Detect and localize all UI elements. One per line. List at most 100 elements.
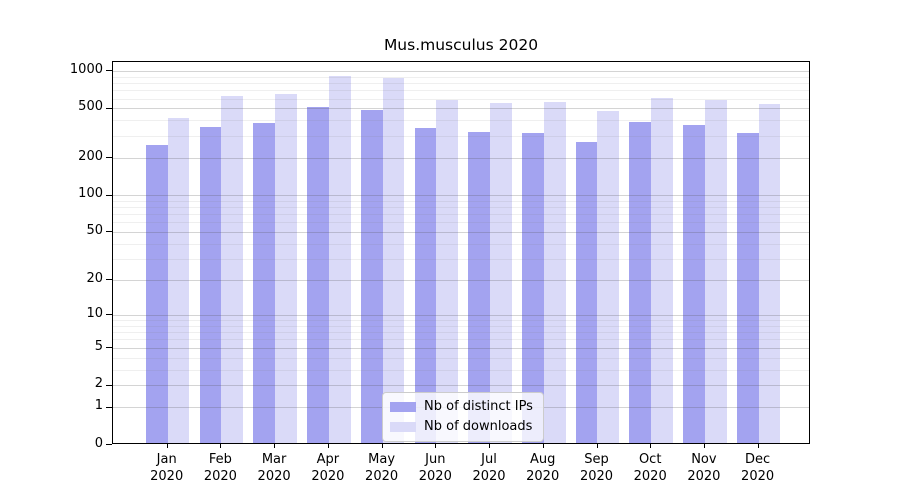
x-tick-label-sep: Sep 2020 bbox=[579, 452, 614, 484]
x-tick-mark-jan bbox=[166, 444, 168, 448]
x-tick-mark-sep bbox=[596, 444, 598, 448]
gridline-major-20 bbox=[113, 279, 809, 281]
x-tick-mark-oct bbox=[650, 444, 652, 448]
y-tick-label-1: 1 bbox=[94, 398, 103, 413]
gridline-minor-90 bbox=[113, 200, 809, 202]
bar-distinct-ips-apr bbox=[307, 106, 329, 443]
gridline-minor-60 bbox=[113, 222, 809, 224]
legend-label-distinct-ips: Nb of distinct IPs bbox=[424, 399, 533, 414]
gridline-minor-900 bbox=[113, 76, 809, 78]
x-tick-label-nov: Nov 2020 bbox=[687, 452, 721, 484]
bar-distinct-ips-sep bbox=[575, 142, 598, 443]
gridline-major-500 bbox=[113, 108, 809, 110]
y-tick-label-50: 50 bbox=[86, 222, 103, 238]
legend-item-distinct-ips: Nb of distinct IPs bbox=[390, 399, 533, 414]
gridline-minor-6 bbox=[113, 339, 809, 341]
y-tick-mark-10 bbox=[106, 314, 112, 316]
legend-item-downloads: Nb of downloads bbox=[390, 419, 533, 434]
bar-downloads-oct bbox=[651, 97, 673, 443]
legend: Nb of distinct IPs Nb of downloads bbox=[382, 392, 544, 442]
gridline-minor-80 bbox=[113, 206, 809, 208]
bar-distinct-ips-may bbox=[360, 109, 383, 443]
gridline-minor-700 bbox=[113, 90, 809, 92]
bar-distinct-ips-dec bbox=[736, 132, 759, 443]
bar-downloads-aug bbox=[543, 102, 566, 443]
gridline-minor-30 bbox=[113, 258, 809, 260]
gridline-major-5 bbox=[113, 347, 809, 349]
x-tick-label-jun: Jun 2020 bbox=[418, 452, 452, 484]
x-tick-label-may: May 2020 bbox=[365, 452, 399, 484]
bar-distinct-ips-jul bbox=[468, 131, 491, 443]
bar-downloads-jun bbox=[436, 99, 459, 443]
legend-swatch-distinct-ips bbox=[390, 401, 416, 412]
x-tick-label-jul: Jul 2020 bbox=[472, 452, 506, 484]
bar-downloads-nov bbox=[704, 100, 727, 443]
y-tick-label-0: 0 bbox=[94, 435, 103, 451]
gridline-minor-40 bbox=[113, 243, 809, 245]
y-tick-mark-100 bbox=[106, 194, 112, 196]
gridline-minor-800 bbox=[113, 83, 809, 84]
y-tick-mark-50 bbox=[106, 231, 112, 233]
x-tick-mark-aug bbox=[542, 444, 544, 448]
gridline-major-100 bbox=[113, 195, 809, 196]
y-tick-mark-5 bbox=[106, 347, 112, 349]
x-tick-label-aug: Aug 2020 bbox=[526, 452, 560, 484]
y-tick-label-20: 20 bbox=[86, 270, 103, 286]
bar-distinct-ips-feb bbox=[199, 126, 222, 443]
gridline-major-200 bbox=[113, 157, 809, 159]
gridline-minor-9 bbox=[113, 320, 809, 321]
x-tick-mark-mar bbox=[274, 444, 276, 448]
y-tick-mark-200 bbox=[106, 157, 112, 159]
y-tick-label-1000: 1000 bbox=[69, 61, 103, 77]
gridline-major-50 bbox=[113, 231, 809, 233]
bar-distinct-ips-nov bbox=[683, 124, 705, 443]
y-tick-mark-1 bbox=[106, 406, 112, 408]
x-tick-mark-feb bbox=[220, 444, 222, 448]
y-tick-mark-1000 bbox=[106, 70, 112, 72]
plot-area: Nb of distinct IPs Nb of downloads bbox=[112, 61, 810, 444]
gridline-minor-7 bbox=[113, 332, 809, 334]
gridline-minor-400 bbox=[113, 120, 809, 122]
bar-downloads-jul bbox=[490, 103, 512, 443]
x-tick-label-apr: Apr 2020 bbox=[311, 452, 345, 484]
bar-downloads-jan bbox=[167, 118, 190, 443]
y-tick-label-200: 200 bbox=[78, 148, 103, 164]
gridline-minor-300 bbox=[113, 135, 809, 137]
bar-distinct-ips-jan bbox=[145, 145, 168, 443]
gridline-minor-600 bbox=[113, 98, 809, 100]
x-tick-mark-apr bbox=[327, 444, 329, 448]
gridline-major-10 bbox=[113, 314, 809, 316]
y-tick-label-2: 2 bbox=[94, 376, 103, 392]
gridline-minor-70 bbox=[113, 214, 809, 215]
x-tick-mark-dec bbox=[757, 444, 759, 448]
x-tick-label-feb: Feb 2020 bbox=[203, 452, 237, 484]
x-tick-mark-jun bbox=[435, 444, 437, 448]
legend-label-downloads: Nb of downloads bbox=[424, 419, 533, 434]
gridline-major-2 bbox=[113, 385, 809, 387]
bar-downloads-sep bbox=[597, 110, 620, 443]
bar-downloads-dec bbox=[758, 104, 781, 443]
gridline-minor-3 bbox=[113, 369, 809, 371]
bar-downloads-apr bbox=[328, 76, 351, 443]
y-tick-label-5: 5 bbox=[94, 338, 103, 354]
x-tick-label-oct: Oct 2020 bbox=[633, 452, 667, 484]
bar-downloads-feb bbox=[221, 96, 244, 443]
y-tick-mark-0 bbox=[106, 444, 112, 445]
legend-swatch-downloads bbox=[390, 421, 416, 432]
x-tick-label-dec: Dec 2020 bbox=[741, 452, 775, 484]
y-tick-mark-500 bbox=[106, 107, 112, 109]
chart-title: Mus.musculus 2020 bbox=[383, 36, 539, 54]
y-tick-label-10: 10 bbox=[86, 305, 103, 321]
gridline-minor-4 bbox=[113, 357, 809, 359]
gridline-minor-8 bbox=[113, 325, 809, 327]
x-tick-label-mar: Mar 2020 bbox=[257, 452, 291, 484]
y-tick-mark-2 bbox=[106, 384, 112, 386]
bar-distinct-ips-mar bbox=[253, 123, 276, 443]
y-tick-label-500: 500 bbox=[78, 99, 103, 115]
x-tick-mark-jul bbox=[489, 444, 490, 448]
bar-distinct-ips-oct bbox=[629, 122, 652, 443]
x-tick-label-jan: Jan 2020 bbox=[150, 452, 184, 484]
bar-downloads-may bbox=[382, 78, 405, 443]
y-tick-mark-20 bbox=[106, 279, 112, 281]
bar-distinct-ips-jun bbox=[414, 127, 437, 443]
